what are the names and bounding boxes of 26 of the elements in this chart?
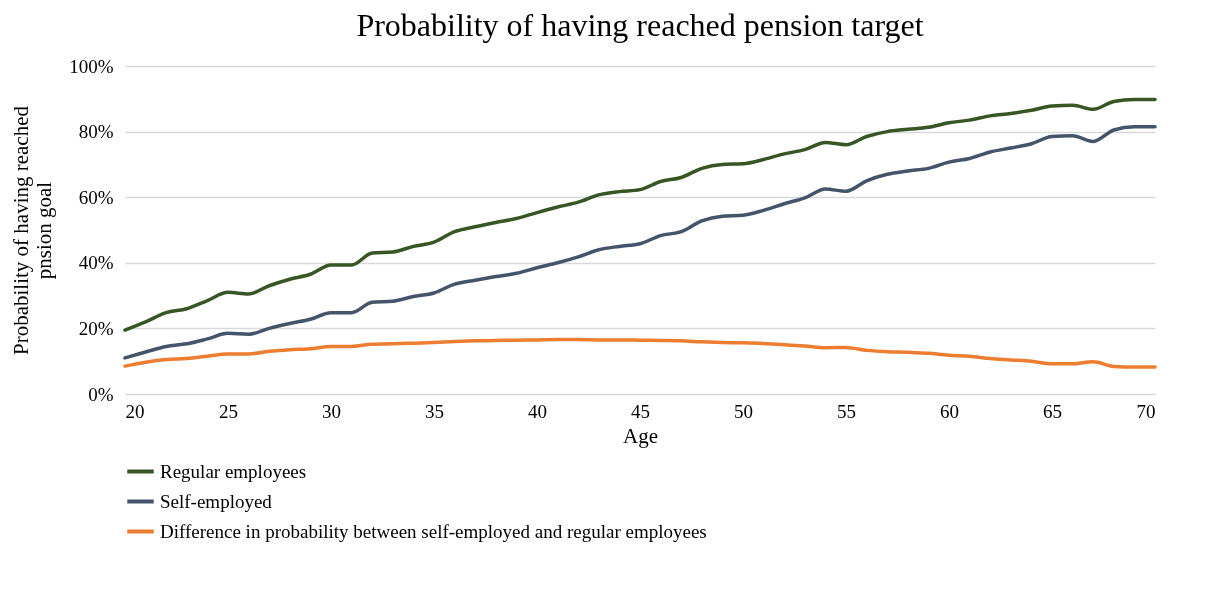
x-tick-label: 55	[837, 400, 856, 422]
legend-label: Self-employed	[160, 490, 273, 512]
line-series	[123, 337, 1157, 369]
y-tick-label: 0%	[88, 383, 114, 405]
legend-label: Regular employees	[160, 460, 307, 482]
x-tick-label: 50	[734, 400, 753, 422]
line-series	[123, 97, 1157, 332]
x-axis-title: Age	[623, 423, 658, 448]
x-tick-label: 65	[1043, 400, 1062, 422]
y-tick-label: 100%	[69, 55, 114, 77]
y-tick-label: 20%	[78, 317, 114, 339]
line-series	[123, 124, 1157, 360]
y-tick-label: 40%	[78, 252, 114, 274]
x-tick-label: 70	[1136, 400, 1156, 422]
x-tick-label: 45	[631, 400, 650, 422]
x-tick-label: 25	[219, 400, 238, 422]
x-tick-label: 20	[125, 400, 145, 422]
y-axis-title: Probability of having reached pnsion goal	[9, 105, 57, 356]
y-tick-label: 80%	[78, 121, 114, 143]
x-tick-label: 40	[528, 400, 547, 422]
x-tick-label: 35	[425, 400, 444, 422]
x-tick-label: 60	[940, 400, 959, 422]
legend-label: Difference in probability between self-employed and regular employees	[160, 520, 707, 542]
y-tick-label: 60%	[78, 186, 114, 208]
x-tick-label: 30	[322, 400, 341, 422]
chart-title: Probability of having reached pension target	[356, 7, 924, 43]
